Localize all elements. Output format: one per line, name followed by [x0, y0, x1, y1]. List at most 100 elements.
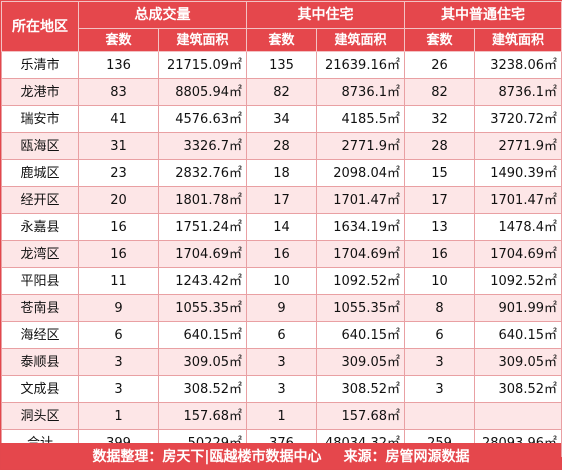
residential-area-cell: 2771.9㎡: [316, 132, 405, 160]
units-cell: 31: [78, 132, 159, 160]
ordinary-area-cell: 3720.72㎡: [474, 105, 562, 133]
ordinary-units-cell: 82: [404, 78, 475, 106]
header-group-residential: 其中住宅: [246, 1, 405, 29]
table-row: 永嘉县 16 1751.24㎡ 14 1634.19㎡ 13 1478.4㎡: [1, 213, 562, 241]
area-cell: 8805.94㎡: [158, 78, 247, 106]
area-cell: 21715.09㎡: [158, 51, 247, 79]
residential-units-cell: 16: [246, 240, 317, 268]
header-area-total: 建筑面积: [158, 28, 247, 52]
table-row: 洞头区 1 157.68㎡ 1 157.68㎡: [1, 402, 562, 430]
residential-units-cell: 3: [246, 375, 317, 403]
units-cell: 83: [78, 78, 159, 106]
table-row: 平阳县 11 1243.42㎡ 10 1092.52㎡ 10 1092.52㎡: [1, 267, 562, 295]
residential-area-cell: 1634.19㎡: [316, 213, 405, 241]
district-cell: 平阳县: [1, 267, 79, 295]
district-cell: 龙港市: [1, 78, 79, 106]
area-cell: 4576.63㎡: [158, 105, 247, 133]
ordinary-units-cell: 32: [404, 105, 475, 133]
residential-units-cell: 3: [246, 348, 317, 376]
units-cell: 1: [78, 402, 159, 430]
units-cell: 16: [78, 240, 159, 268]
table-row: 龙湾区 16 1704.69㎡ 16 1704.69㎡ 16 1704.69㎡: [1, 240, 562, 268]
residential-units-cell: 6: [246, 321, 317, 349]
residential-area-cell: 157.68㎡: [316, 402, 405, 430]
residential-area-cell: 21639.16㎡: [316, 51, 405, 79]
ordinary-area-cell: 1092.52㎡: [474, 267, 562, 295]
units-cell: 20: [78, 186, 159, 214]
ordinary-area-cell: 1490.39㎡: [474, 159, 562, 187]
area-cell: 1801.78㎡: [158, 186, 247, 214]
ordinary-area-cell: 1478.4㎡: [474, 213, 562, 241]
residential-area-cell: 1055.35㎡: [316, 294, 405, 322]
residential-area-cell: 1092.52㎡: [316, 267, 405, 295]
area-cell: 157.68㎡: [158, 402, 247, 430]
table-row: 苍南县 9 1055.35㎡ 9 1055.35㎡ 8 901.99㎡: [1, 294, 562, 322]
residential-units-cell: 18: [246, 159, 317, 187]
table-row: 文成县 3 308.52㎡ 3 308.52㎡ 3 308.52㎡: [1, 375, 562, 403]
residential-units-cell: 10: [246, 267, 317, 295]
units-cell: 3: [78, 348, 159, 376]
ordinary-area-cell: 2771.9㎡: [474, 132, 562, 160]
area-cell: 640.15㎡: [158, 321, 247, 349]
district-cell: 海经区: [1, 321, 79, 349]
ordinary-units-cell: 6: [404, 321, 475, 349]
header-units-residential: 套数: [246, 28, 317, 52]
district-cell: 洞头区: [1, 402, 79, 430]
table-row: 瑞安市 41 4576.63㎡ 34 4185.5㎡ 32 3720.72㎡: [1, 105, 562, 133]
residential-area-cell: 1701.47㎡: [316, 186, 405, 214]
district-cell: 泰顺县: [1, 348, 79, 376]
header-units-ordinary: 套数: [404, 28, 475, 52]
ordinary-units-cell: 15: [404, 159, 475, 187]
area-cell: 308.52㎡: [158, 375, 247, 403]
residential-units-cell: 1: [246, 402, 317, 430]
units-cell: 3: [78, 375, 159, 403]
area-cell: 1243.42㎡: [158, 267, 247, 295]
ordinary-units-cell: 16: [404, 240, 475, 268]
header-group-total: 总成交量: [78, 1, 247, 29]
data-credit-text: 数据整理：房天下|瓯越楼市数据中心: [92, 449, 322, 465]
ordinary-area-cell: 3238.06㎡: [474, 51, 562, 79]
table-header: 所在地区 总成交量 其中住宅 其中普通住宅 套数 建筑面积 套数 建筑面积 套数…: [1, 1, 562, 52]
units-cell: 41: [78, 105, 159, 133]
ordinary-area-cell: 901.99㎡: [474, 294, 562, 322]
ordinary-units-cell: 8: [404, 294, 475, 322]
ordinary-area-cell: [474, 402, 562, 430]
district-cell: 经开区: [1, 186, 79, 214]
ordinary-area-cell: 309.05㎡: [474, 348, 562, 376]
area-cell: 1704.69㎡: [158, 240, 247, 268]
district-cell: 龙湾区: [1, 240, 79, 268]
ordinary-units-cell: 26: [404, 51, 475, 79]
table-row: 海经区 6 640.15㎡ 6 640.15㎡ 6 640.15㎡: [1, 321, 562, 349]
area-cell: 2832.76㎡: [158, 159, 247, 187]
table-body: 乐清市 136 21715.09㎡ 135 21639.16㎡ 26 3238.06㎡ 龙港市…: [1, 51, 562, 457]
units-cell: 6: [78, 321, 159, 349]
district-cell: 乐清市: [1, 51, 79, 79]
table-row: 泰顺县 3 309.05㎡ 3 309.05㎡ 3 309.05㎡: [1, 348, 562, 376]
residential-area-cell: 8736.1㎡: [316, 78, 405, 106]
ordinary-area-cell: 8736.1㎡: [474, 78, 562, 106]
ordinary-area-cell: 1704.69㎡: [474, 240, 562, 268]
residential-area-cell: 309.05㎡: [316, 348, 405, 376]
ordinary-units-cell: 13: [404, 213, 475, 241]
district-cell: 文成县: [1, 375, 79, 403]
footer-banner: 数据整理：房天下|瓯越楼市数据中心 来源：房管网源数据: [1, 443, 561, 469]
ordinary-units-cell: [404, 402, 475, 430]
ordinary-area-cell: 1701.47㎡: [474, 186, 562, 214]
header-area-residential: 建筑面积: [316, 28, 405, 52]
table-row: 瓯海区 31 3326.7㎡ 28 2771.9㎡ 28 2771.9㎡: [1, 132, 562, 160]
ordinary-units-cell: 28: [404, 132, 475, 160]
residential-units-cell: 135: [246, 51, 317, 79]
ordinary-area-cell: 308.52㎡: [474, 375, 562, 403]
residential-area-cell: 640.15㎡: [316, 321, 405, 349]
residential-area-cell: 2098.04㎡: [316, 159, 405, 187]
district-cell: 瑞安市: [1, 105, 79, 133]
header-group-ordinary-residential: 其中普通住宅: [404, 1, 562, 29]
ordinary-units-cell: 3: [404, 348, 475, 376]
residential-units-cell: 17: [246, 186, 317, 214]
residential-units-cell: 9: [246, 294, 317, 322]
residential-area-cell: 308.52㎡: [316, 375, 405, 403]
table-row: 经开区 20 1801.78㎡ 17 1701.47㎡ 17 1701.47㎡: [1, 186, 562, 214]
table-row: 鹿城区 23 2832.76㎡ 18 2098.04㎡ 15 1490.39㎡: [1, 159, 562, 187]
area-cell: 1751.24㎡: [158, 213, 247, 241]
